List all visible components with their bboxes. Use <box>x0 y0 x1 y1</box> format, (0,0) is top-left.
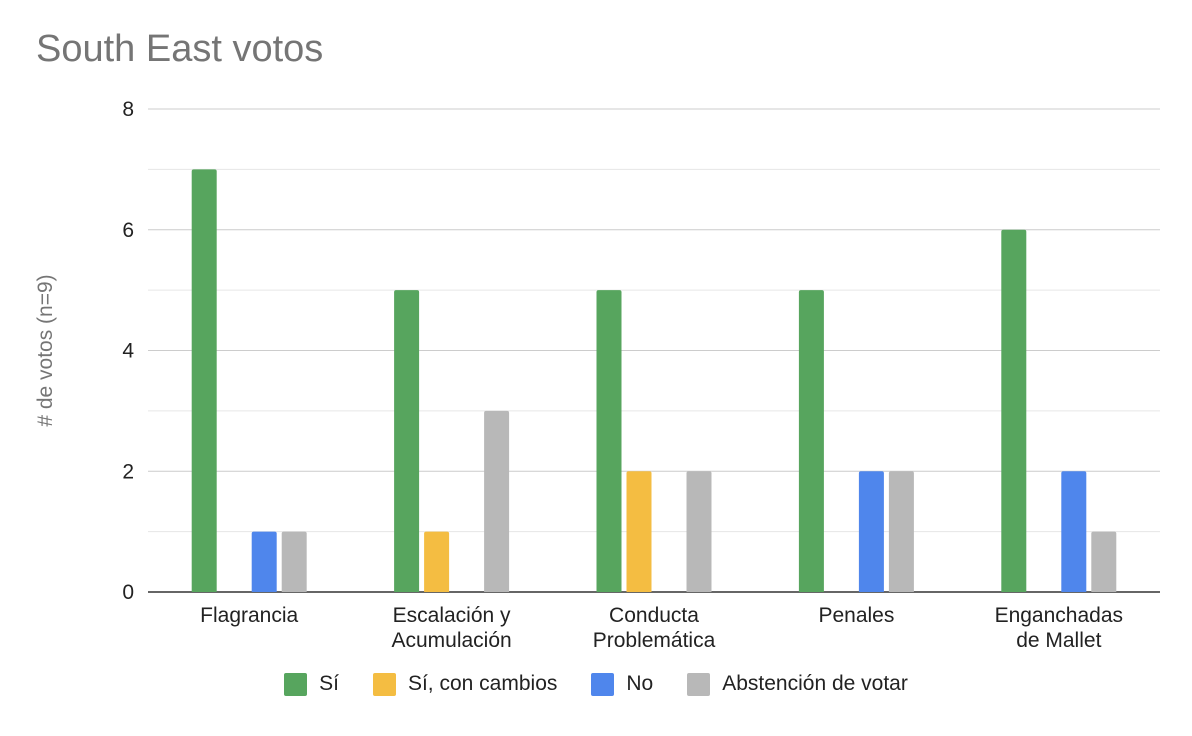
y-tick-label: 6 <box>122 219 134 242</box>
bar <box>281 531 307 592</box>
y-tick-label: 0 <box>122 581 134 604</box>
legend-swatch <box>591 672 615 696</box>
legend-swatch <box>284 672 308 696</box>
legend-label: No <box>626 672 654 695</box>
legend-label: Sí <box>319 672 339 695</box>
y-tick-label: 4 <box>122 340 134 363</box>
bar <box>191 169 217 592</box>
x-category-label: Conducta <box>609 604 699 627</box>
y-tick-label: 8 <box>122 98 134 121</box>
bar <box>798 290 824 592</box>
x-category-label: Acumulación <box>391 629 511 652</box>
y-tick-label: 2 <box>122 460 134 483</box>
bar <box>626 471 652 592</box>
bar <box>424 531 450 592</box>
x-category-label: Escalación y <box>393 604 511 627</box>
bar-chart: 0 2 4 6 8 # de votos (n=9) Flagrancia Escalació… <box>34 98 1160 652</box>
bar <box>1091 531 1117 592</box>
legend-item: Sí, con cambios <box>372 672 558 696</box>
bar <box>1001 229 1027 592</box>
legend-item: Abstención de votar <box>687 672 908 696</box>
legend-label: Sí, con cambios <box>407 672 558 695</box>
x-category-label: de Mallet <box>1016 629 1101 652</box>
y-axis-label: # de votos (n=9) <box>34 274 57 426</box>
x-category-label: Enganchadas <box>995 604 1123 627</box>
x-category-label: Penales <box>818 604 894 627</box>
legend-label: Abstención de votar <box>722 672 908 695</box>
chart-title: South East votos <box>36 28 324 70</box>
legend: Sí Sí, con cambios No Abstención de votar <box>0 672 1192 696</box>
bar <box>596 290 622 592</box>
legend-item: No <box>591 672 653 696</box>
bar <box>394 290 420 592</box>
bar <box>686 471 712 592</box>
legend-item: Sí <box>284 672 339 696</box>
bar <box>888 471 914 592</box>
bar <box>1061 471 1087 592</box>
bar <box>858 471 884 592</box>
legend-swatch <box>372 672 396 696</box>
legend-swatch <box>687 672 711 696</box>
x-category-label: Flagrancia <box>200 604 298 627</box>
bar <box>251 531 277 592</box>
x-category-label: Problemática <box>593 629 716 652</box>
bar <box>484 410 510 592</box>
